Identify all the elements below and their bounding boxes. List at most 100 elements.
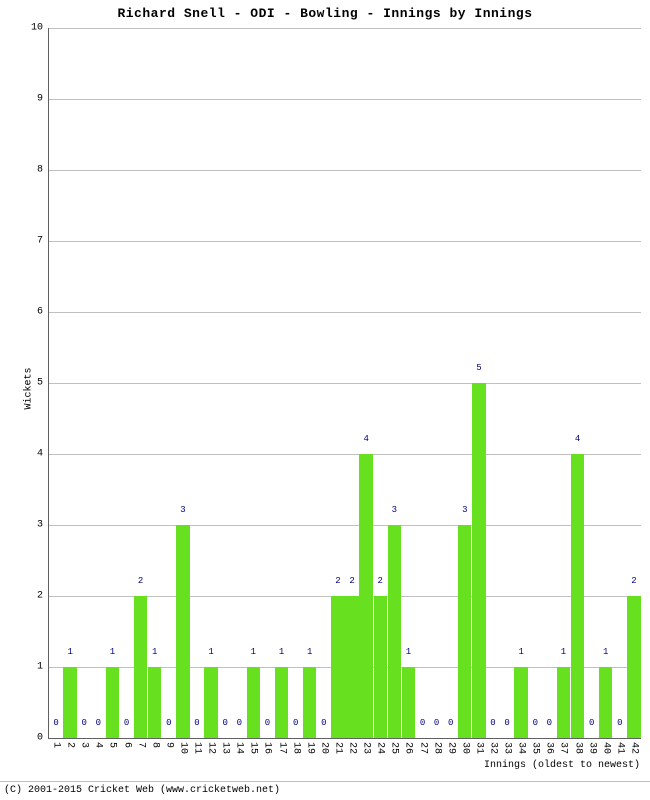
y-tick-label: 2	[37, 591, 43, 602]
gridline	[49, 99, 641, 100]
bar-value-label: 5	[476, 363, 481, 373]
bar-value-label: 0	[434, 718, 439, 728]
x-tick-label: 1	[51, 742, 62, 748]
bar-value-label: 1	[208, 647, 213, 657]
x-tick-label: 35	[530, 742, 541, 754]
x-tick-label: 31	[473, 742, 484, 754]
bar	[627, 596, 640, 738]
x-tick-label: 7	[135, 742, 146, 748]
bar-value-label: 0	[237, 718, 242, 728]
x-tick-label: 29	[445, 742, 456, 754]
bar-value-label: 1	[603, 647, 608, 657]
y-tick-label: 5	[37, 378, 43, 389]
x-tick-label: 16	[262, 742, 273, 754]
x-tick-label: 17	[276, 742, 287, 754]
bar-value-label: 0	[166, 718, 171, 728]
bar-value-label: 1	[152, 647, 157, 657]
bar-value-label: 3	[392, 505, 397, 515]
x-tick-label: 6	[121, 742, 132, 748]
bar-value-label: 0	[589, 718, 594, 728]
chart-title: Richard Snell - ODI - Bowling - Innings …	[0, 6, 650, 21]
bar	[359, 454, 372, 738]
x-tick-label: 27	[417, 742, 428, 754]
bar-value-label: 0	[448, 718, 453, 728]
x-tick-label: 14	[234, 742, 245, 754]
bar-value-label: 2	[378, 576, 383, 586]
x-tick-label: 36	[544, 742, 555, 754]
bar-value-label: 0	[293, 718, 298, 728]
bar	[402, 667, 415, 738]
bar-value-label: 1	[110, 647, 115, 657]
bar-value-label: 1	[561, 647, 566, 657]
y-tick-label: 7	[37, 236, 43, 247]
bar-value-label: 1	[67, 647, 72, 657]
gridline	[49, 312, 641, 313]
bar	[571, 454, 584, 738]
bar-value-label: 0	[321, 718, 326, 728]
gridline	[49, 170, 641, 171]
x-tick-label: 22	[347, 742, 358, 754]
bar	[345, 596, 358, 738]
bar-value-label: 0	[547, 718, 552, 728]
x-tick-label: 20	[318, 742, 329, 754]
bar-value-label: 0	[420, 718, 425, 728]
bar-value-label: 1	[518, 647, 523, 657]
x-tick-label: 3	[79, 742, 90, 748]
bar-value-label: 1	[279, 647, 284, 657]
bar	[388, 525, 401, 738]
bar	[374, 596, 387, 738]
bar-value-label: 0	[533, 718, 538, 728]
bar-value-label: 4	[363, 434, 368, 444]
x-tick-label: 33	[502, 742, 513, 754]
plot-area: 0123456789100112030415062718093100111120…	[48, 28, 641, 739]
x-tick-label: 24	[375, 742, 386, 754]
bar	[303, 667, 316, 738]
x-tick-label: 21	[332, 742, 343, 754]
x-tick-label: 23	[361, 742, 372, 754]
bar-value-label: 0	[124, 718, 129, 728]
bar-value-label: 2	[349, 576, 354, 586]
bar	[204, 667, 217, 738]
y-tick-label: 9	[37, 94, 43, 105]
x-tick-label: 5	[107, 742, 118, 748]
x-tick-label: 10	[177, 742, 188, 754]
y-tick-label: 1	[37, 662, 43, 673]
bar	[275, 667, 288, 738]
x-tick-label: 28	[431, 742, 442, 754]
chart-container: Richard Snell - ODI - Bowling - Innings …	[0, 0, 650, 800]
bar-value-label: 3	[180, 505, 185, 515]
y-tick-label: 8	[37, 165, 43, 176]
bar-value-label: 0	[194, 718, 199, 728]
y-axis-label: Wickets	[24, 367, 35, 409]
gridline	[49, 454, 641, 455]
x-tick-label: 2	[65, 742, 76, 748]
y-tick-label: 10	[31, 23, 43, 34]
bar-value-label: 1	[251, 647, 256, 657]
x-tick-label: 19	[304, 742, 315, 754]
x-tick-label: 38	[572, 742, 583, 754]
bar-value-label: 2	[335, 576, 340, 586]
x-tick-label: 30	[459, 742, 470, 754]
bar	[458, 525, 471, 738]
bar	[514, 667, 527, 738]
bar-value-label: 0	[96, 718, 101, 728]
bar	[148, 667, 161, 738]
y-tick-label: 3	[37, 520, 43, 531]
x-tick-label: 42	[628, 742, 639, 754]
bar	[176, 525, 189, 738]
x-tick-label: 18	[290, 742, 301, 754]
bar	[472, 383, 485, 738]
bar	[63, 667, 76, 738]
bar-value-label: 0	[82, 718, 87, 728]
x-tick-label: 26	[403, 742, 414, 754]
bar-value-label: 0	[53, 718, 58, 728]
x-axis-label: Innings (oldest to newest)	[484, 760, 640, 771]
bar-value-label: 0	[222, 718, 227, 728]
gridline	[49, 383, 641, 384]
footer-copyright: (C) 2001-2015 Cricket Web (www.cricketwe…	[4, 785, 280, 796]
bar-value-label: 0	[617, 718, 622, 728]
bar	[331, 596, 344, 738]
x-tick-label: 34	[516, 742, 527, 754]
bar-value-label: 0	[490, 718, 495, 728]
bar	[106, 667, 119, 738]
